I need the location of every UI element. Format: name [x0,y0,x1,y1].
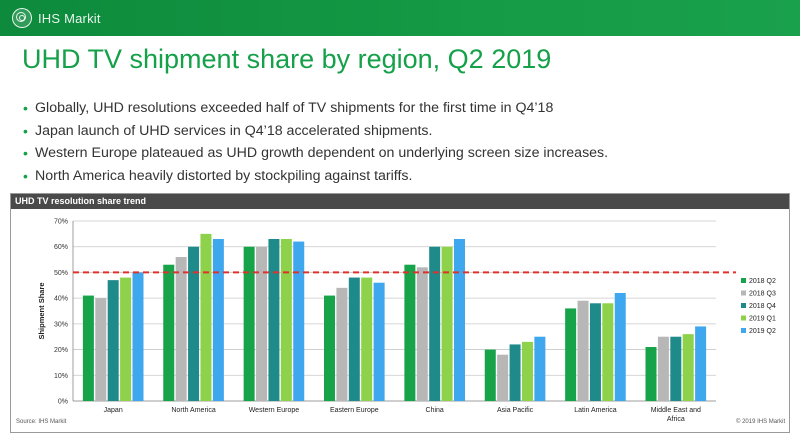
bar [324,295,336,401]
bar [243,246,255,401]
bar [645,347,657,401]
bar [509,344,521,401]
bar [404,264,416,401]
bullet-item: • Western Europe plateaued as UHD growth … [22,142,608,165]
x-tick-label: Eastern Europe [330,407,379,414]
bar [293,241,305,401]
x-tick-label: Latin America [574,407,617,414]
x-tick-label: Africa [667,416,685,423]
y-tick-label: 70% [54,219,68,226]
bar [268,239,280,401]
bullet-text: North America heavily distorted by stock… [35,167,413,184]
y-tick-label: 40% [54,296,68,303]
y-tick-label: 50% [54,270,68,277]
copyright-note: © 2019 IHS Markit [736,419,786,425]
legend-swatch [741,290,746,296]
bar [256,246,268,401]
bullet-text: Globally, UHD resolutions exceeded half … [35,100,554,116]
y-tick-label: 20% [54,347,68,354]
bar [521,341,533,401]
legend-swatch [741,315,746,321]
bar [95,298,107,401]
y-tick-label: 10% [54,373,68,380]
bar [361,277,373,401]
legend-label: 2019 Q2 [749,328,776,335]
bar [132,272,144,401]
bar [280,239,292,401]
bar [200,233,212,401]
chart-panel: UHD TV resolution share trend 0% 10% 20% 30… [10,193,790,433]
source-note: Source: IHS Markit [16,419,67,425]
bar [348,277,360,401]
bar [670,336,682,401]
chart-panel-header: UHD TV resolution share trend [11,194,789,209]
y-tick-label: 60% [54,244,68,251]
bullet-item: • Globally, UHD resolutions exceeded half… [22,97,608,120]
y-axis-title: Shipment Share [37,282,46,339]
bar [107,280,119,401]
bullet-item: • Japan launch of UHD services in Q4’18 a… [22,120,608,143]
legend-swatch [741,328,746,333]
ihs-logo-icon [12,8,32,28]
bar [429,246,441,401]
x-tick-label: Middle East and [651,407,701,414]
bar [577,300,589,401]
legend-label: 2018 Q3 [749,291,776,298]
bar [188,246,200,401]
x-tick-label: Japan [104,407,123,414]
brand-name: IHS Markit [38,10,101,26]
bar [614,293,626,401]
x-tick-label: Asia Pacific [497,407,534,414]
bullet-dot-icon: • [23,167,28,184]
legend-label: 2018 Q4 [749,303,776,310]
bar [484,349,496,401]
bar [82,295,94,401]
bar [373,282,385,401]
bar [497,354,509,401]
bar [682,334,694,401]
bar [602,303,614,401]
bullet-dot-icon: • [23,122,28,139]
brand-logo: IHS Markit [12,7,101,29]
legend-swatch [741,278,746,283]
legend-swatch [741,303,746,308]
bar [120,277,132,401]
bar [441,246,453,401]
bar [212,239,224,401]
bullet-item: • North America heavily distorted by stoc… [22,165,608,188]
bullet-dot-icon: • [23,145,28,162]
bullet-list: • Globally, UHD resolutions exceeded half… [22,97,608,187]
bullet-text: Japan launch of UHD services in Q4’18 ac… [35,122,433,139]
bar [534,336,546,401]
bullet-text: Western Europe plateaued as UHD growth d… [35,145,609,162]
bar [695,326,707,401]
y-tick-label: 0% [58,399,68,406]
bar-chart: 0% 10% 20% 30% 40% 50% 60% 70% Shipment Share Jap… [37,219,776,424]
slide-title: UHD TV shipment share by region, Q2 2019 [22,44,552,74]
x-tick-label: China [426,407,444,414]
header-bar: IHS Markit [0,0,800,36]
y-tick-label: 30% [54,321,68,328]
bar [175,257,187,401]
bar [163,264,175,401]
bar [657,336,669,401]
x-tick-label: North America [171,407,215,414]
bullet-dot-icon: • [23,100,28,116]
bar [589,303,601,401]
bar [565,308,577,401]
x-tick-label: Western Europe [249,407,300,414]
bar [453,239,465,401]
legend-label: 2019 Q1 [749,316,776,323]
bar [336,287,348,401]
legend-label: 2018 Q2 [749,278,776,285]
bar [416,267,428,401]
